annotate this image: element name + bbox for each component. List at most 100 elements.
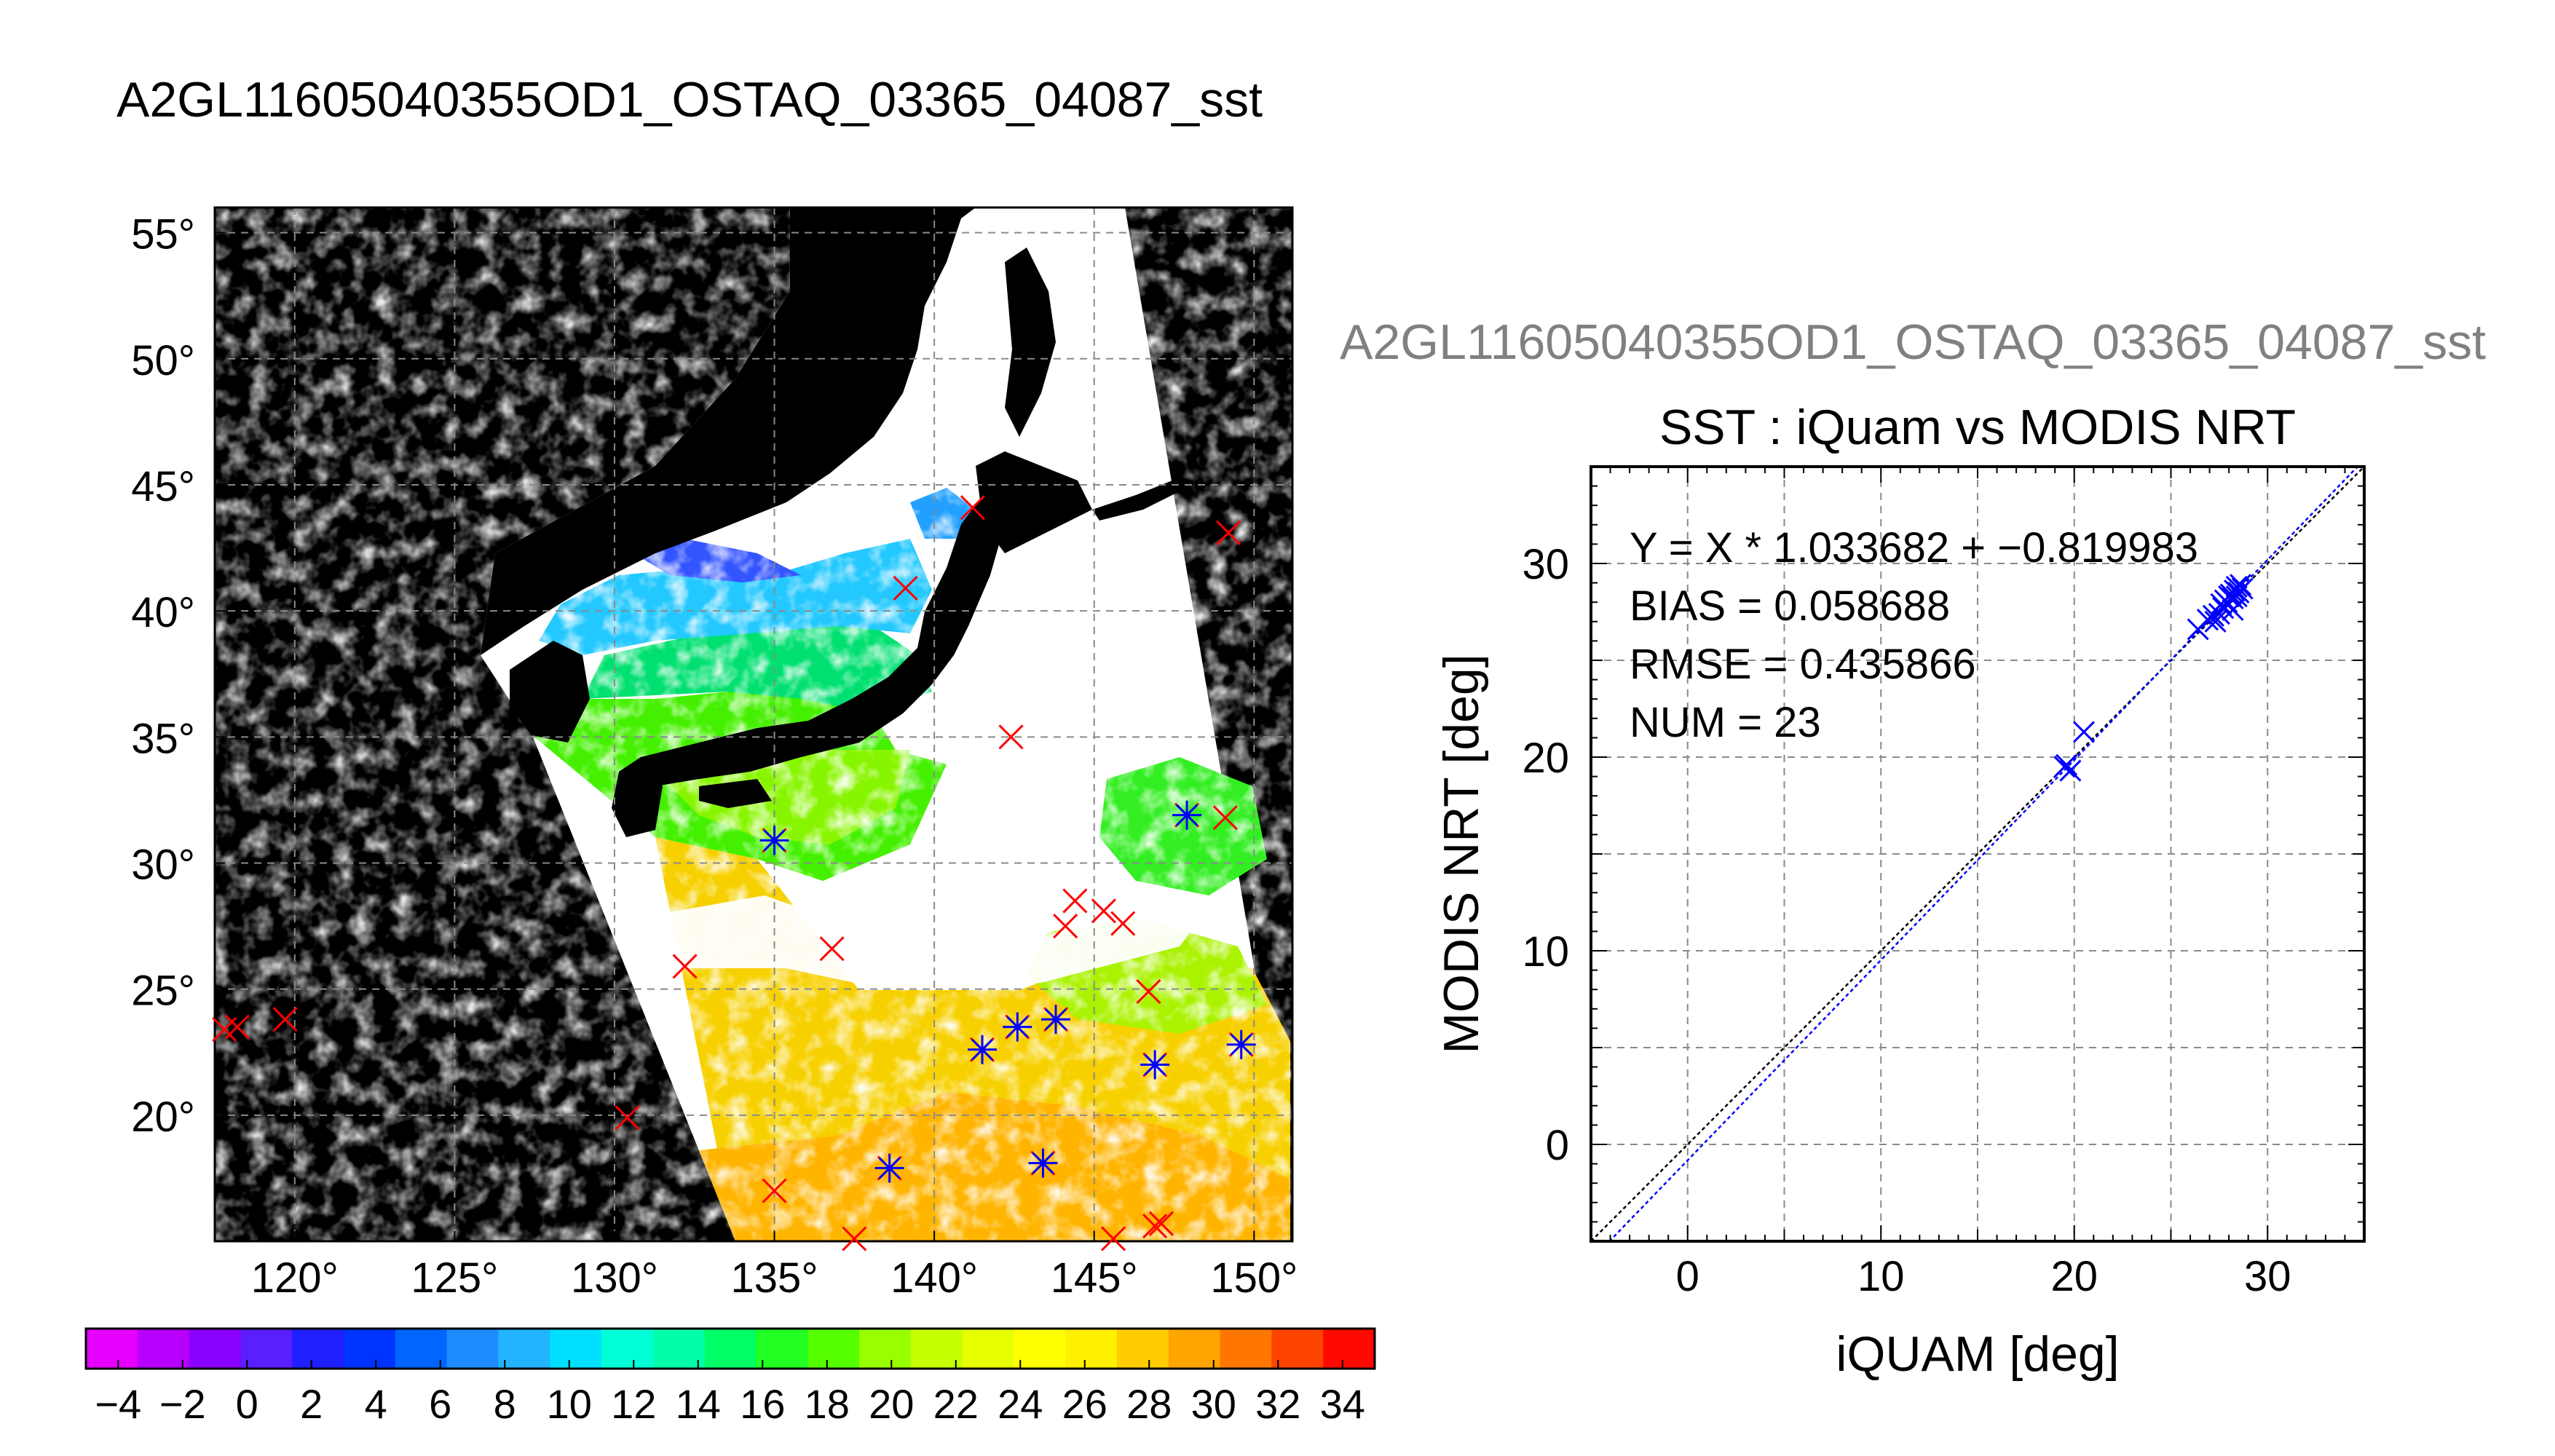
y-tick-label: 30 — [1522, 541, 1569, 588]
map-lat-tick-label: 55° — [131, 211, 195, 258]
scatter-figure-title: A2GL11605040355OD1_OSTAQ_03365_04087_sst — [1340, 314, 2486, 370]
red-x-marker — [1101, 1226, 1126, 1251]
data-point — [2202, 604, 2224, 627]
data-point — [2204, 610, 2227, 633]
y-tick-label: 10 — [1522, 928, 1569, 976]
regression-line — [1608, 467, 2359, 1241]
red-x-marker — [1142, 1214, 1168, 1239]
map-lon-tick-label: 145° — [1051, 1254, 1138, 1302]
red-x-marker — [1062, 888, 1088, 914]
colorbar-segment — [86, 1329, 138, 1369]
colorbar-segment — [1065, 1329, 1118, 1369]
land-shikoku — [699, 779, 772, 808]
blue-star-marker — [1041, 1005, 1071, 1034]
map-lon-tick-label: 125° — [411, 1254, 498, 1302]
colorbar-tick-label: 18 — [805, 1381, 850, 1427]
data-point — [2222, 598, 2244, 621]
y-tick-label: 0 — [1546, 1122, 1569, 1169]
colorbar-segment — [807, 1329, 860, 1369]
colorbar-segment — [859, 1329, 912, 1369]
cloud-band — [641, 895, 1201, 990]
colorbar-segment — [1220, 1329, 1272, 1369]
colorbar-segment — [1271, 1329, 1324, 1369]
red-x-marker — [893, 575, 918, 601]
colorbar-segment — [1014, 1329, 1066, 1369]
stats-line: RMSE = 0.435866 — [1630, 641, 1976, 688]
colorbar-tick-label: 12 — [611, 1381, 656, 1427]
red-x-marker — [1216, 520, 1241, 545]
map-frame — [213, 206, 1294, 1243]
colorbar-segment — [395, 1329, 448, 1369]
red-x-marker — [842, 1226, 867, 1251]
colorbar-segment — [1168, 1329, 1221, 1369]
stats-line: BIAS = 0.058688 — [1630, 582, 1950, 630]
red-x-marker — [1136, 979, 1161, 1005]
data-point — [2059, 759, 2082, 782]
data-point — [2225, 585, 2248, 608]
red-x-marker — [998, 724, 1024, 750]
y-axis-label: MODIS NRT [deg] — [1434, 654, 1489, 1053]
map-lon-tick-label: 130° — [571, 1254, 658, 1302]
red-x-marker — [1212, 805, 1238, 831]
red-x-marker — [762, 1178, 787, 1203]
red-x-marker — [224, 1014, 250, 1040]
colorbar-tick-label: 20 — [869, 1381, 914, 1427]
land-honshu — [641, 495, 1005, 786]
blue-star-marker — [1172, 800, 1202, 830]
red-x-marker — [615, 1105, 640, 1131]
red-x-marker — [1053, 914, 1078, 939]
map-lon-tick-label: 140° — [891, 1254, 978, 1302]
colorbar-segment — [240, 1329, 293, 1369]
page-title: A2GL11605040355OD1_OSTAQ_03365_04087_sst — [117, 72, 1263, 127]
map-lat-tick-label: 35° — [131, 715, 195, 762]
colorbar-tick-label: 34 — [1320, 1381, 1365, 1427]
x-tick-label: 30 — [2244, 1253, 2291, 1300]
red-x-marker — [1091, 898, 1116, 924]
blue-star-marker — [1226, 1029, 1256, 1059]
colorbar-tick-label: 6 — [429, 1381, 451, 1427]
data-point — [2225, 575, 2248, 598]
colorbar-tick-label: 0 — [236, 1381, 258, 1427]
colorbar: −4 −2 0 2 4 6 8 10 12 14 16 18 20 22 24 26 28 30 32 34 — [84, 1327, 1376, 1427]
red-x-marker — [960, 495, 985, 521]
colorbar-tick-label: 32 — [1255, 1381, 1300, 1427]
map-lat-tick-label: 45° — [131, 463, 195, 510]
colorbar-segment — [137, 1329, 190, 1369]
colorbar-frame — [84, 1327, 1376, 1370]
colorbar-segment — [292, 1329, 344, 1369]
land-hokkaido — [976, 451, 1092, 553]
map-lat-tick-label: 30° — [131, 841, 195, 888]
land-mainland-asia — [481, 207, 976, 655]
blue-star-marker — [1003, 1012, 1032, 1042]
red-x-marker — [1110, 911, 1136, 936]
land-kyushu — [612, 757, 663, 837]
map-lat-tick-label: 20° — [131, 1093, 195, 1141]
colorbar-segment — [550, 1329, 602, 1369]
sst-map: 55° 50° 45° 40° 35° 30° 25° 20° 120° 125° 130° 135°… — [131, 206, 1298, 1302]
blue-star-marker — [1028, 1148, 1058, 1178]
red-x-marker — [272, 1007, 298, 1032]
red-x-marker — [672, 954, 698, 979]
colorbar-tick-label: 16 — [740, 1381, 785, 1427]
x-tick-label: 10 — [1857, 1253, 1905, 1300]
colorbar-tick-label: −4 — [95, 1381, 141, 1427]
blue-star-marker — [968, 1034, 998, 1064]
scatter-plot-area — [1591, 467, 2364, 1241]
colorbar-segment — [601, 1329, 654, 1369]
map-axis-ticks: 55° 50° 45° 40° 35° 30° 25° 20° 120° 125° 130° 135°… — [131, 211, 1298, 1302]
colorbar-segment — [704, 1329, 757, 1369]
colorbar-segment — [756, 1329, 808, 1369]
map-lat-tick-label: 25° — [131, 968, 195, 1015]
map-lat-tick-label: 40° — [131, 589, 195, 636]
x-tick-label: 20 — [2050, 1253, 2098, 1300]
land-korea — [510, 641, 590, 743]
land-sakhalin — [1005, 248, 1056, 437]
colorbar-segment — [1117, 1329, 1169, 1369]
colorbar-tick-label: 10 — [547, 1381, 592, 1427]
stats-line: Y = X * 1.033682 + −0.819983 — [1630, 524, 2198, 571]
colorbar-tick-label: 24 — [998, 1381, 1043, 1427]
map-lat-tick-label: 50° — [131, 337, 195, 384]
x-axis-label: iQUAM [deg] — [1836, 1326, 2119, 1382]
colorbar-segment — [189, 1329, 241, 1369]
